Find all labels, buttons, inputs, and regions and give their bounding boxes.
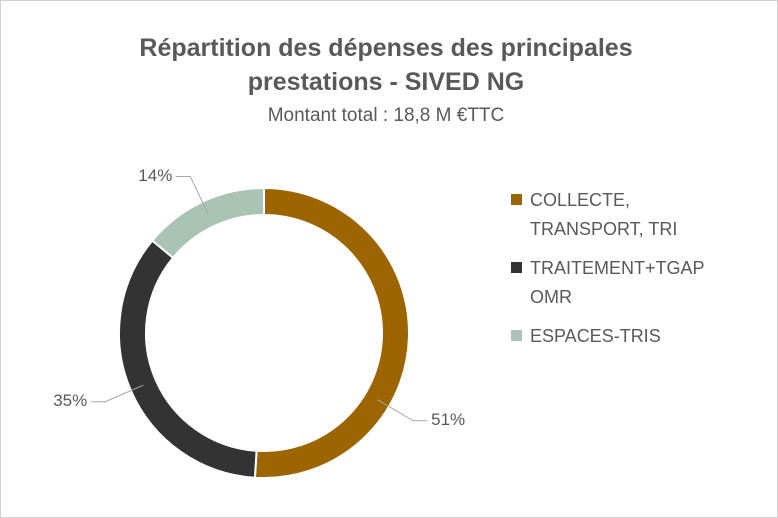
legend-label: COLLECTE, TRANSPORT, TRI xyxy=(530,190,678,239)
data-label: 51% xyxy=(431,410,465,429)
legend-item: TRAITEMENT+TGAP OMR xyxy=(511,254,710,312)
legend-label: ESPACES-TRIS xyxy=(530,326,661,346)
leader-line xyxy=(377,399,428,422)
chart-subtitle: Montant total : 18,8 M €TTC xyxy=(267,105,505,126)
legend-item: COLLECTE, TRANSPORT, TRI xyxy=(511,186,710,244)
legend-swatch xyxy=(511,330,522,341)
legend-label: TRAITEMENT+TGAP OMR xyxy=(530,258,705,307)
legend-item: ESPACES-TRIS xyxy=(511,322,710,351)
leader-line xyxy=(176,175,209,215)
chart-title: Répartition des dépenses des principales… xyxy=(139,34,633,96)
legend-swatch xyxy=(511,194,522,205)
donut-segment xyxy=(118,239,258,479)
data-label: 14% xyxy=(138,166,172,185)
donut-segment xyxy=(253,186,410,479)
legend: COLLECTE, TRANSPORT, TRI TRAITEMENT+TGAP … xyxy=(511,186,710,361)
donut-segment xyxy=(150,186,265,260)
legend-swatch xyxy=(511,262,522,273)
leader-line xyxy=(91,384,144,403)
data-label: 35% xyxy=(53,391,87,410)
